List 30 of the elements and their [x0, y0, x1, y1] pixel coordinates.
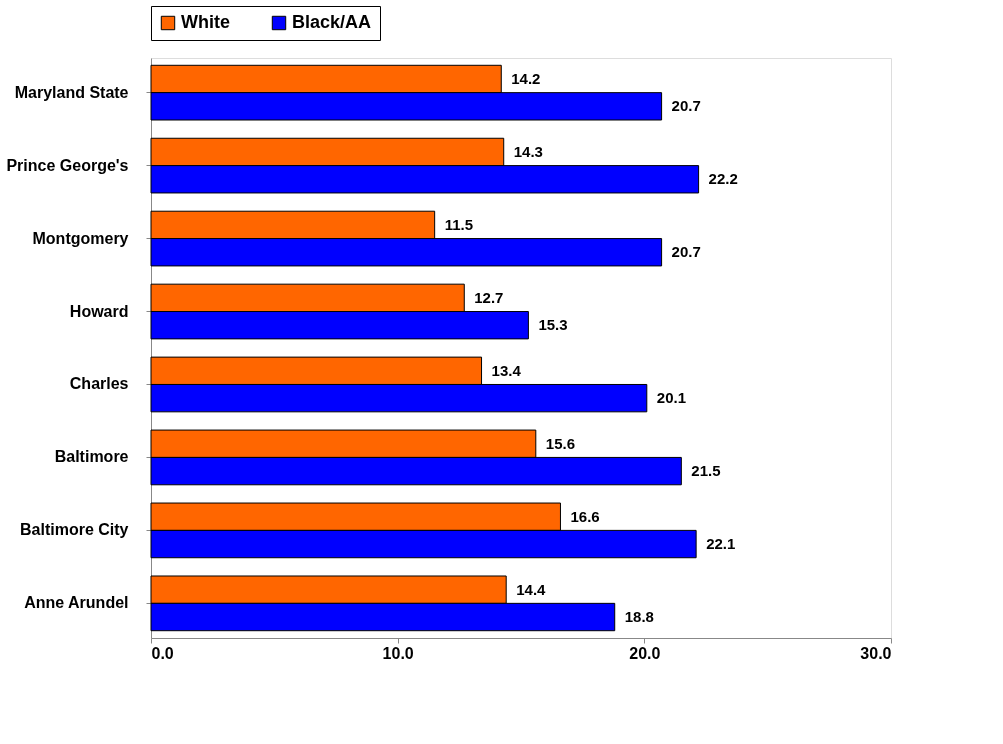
x-tick-label: 10.0: [382, 644, 414, 662]
data-label: 14.2: [511, 69, 541, 87]
y-tick-label: Prince George's: [6, 156, 129, 174]
data-label: 14.4: [516, 580, 547, 598]
x-tick-label: 20.0: [629, 644, 661, 662]
y-tick-label: Baltimore: [54, 448, 129, 466]
y-tick-label: Anne Arundel: [24, 594, 129, 612]
data-label: 15.6: [545, 434, 575, 452]
data-label: 18.8: [624, 608, 654, 626]
data-label: 11.5: [444, 215, 474, 233]
y-tick-label: Montgomery: [32, 229, 129, 247]
x-tick-label: 0.0: [151, 644, 174, 662]
legend-label: Black/AA: [292, 12, 372, 32]
data-label: 21.5: [691, 462, 721, 480]
y-tick-label: Charles: [69, 375, 129, 393]
y-tick-label: Maryland State: [14, 83, 129, 101]
data-label: 20.7: [671, 97, 701, 115]
data-label: 20.1: [656, 389, 686, 407]
data-label: 22.1: [706, 535, 736, 553]
data-label: 13.4: [491, 361, 522, 379]
legend-label: White: [181, 12, 230, 32]
data-label: 20.7: [671, 243, 701, 261]
data-label: 16.6: [570, 507, 600, 525]
data-label: 12.7: [474, 288, 504, 306]
y-tick-label: Baltimore City: [20, 521, 129, 539]
x-tick-label: 30.0: [860, 644, 892, 662]
data-label: 22.2: [708, 170, 738, 188]
y-tick-label: Howard: [69, 302, 129, 320]
data-label: 14.3: [513, 142, 543, 160]
data-label: 15.3: [538, 316, 568, 334]
